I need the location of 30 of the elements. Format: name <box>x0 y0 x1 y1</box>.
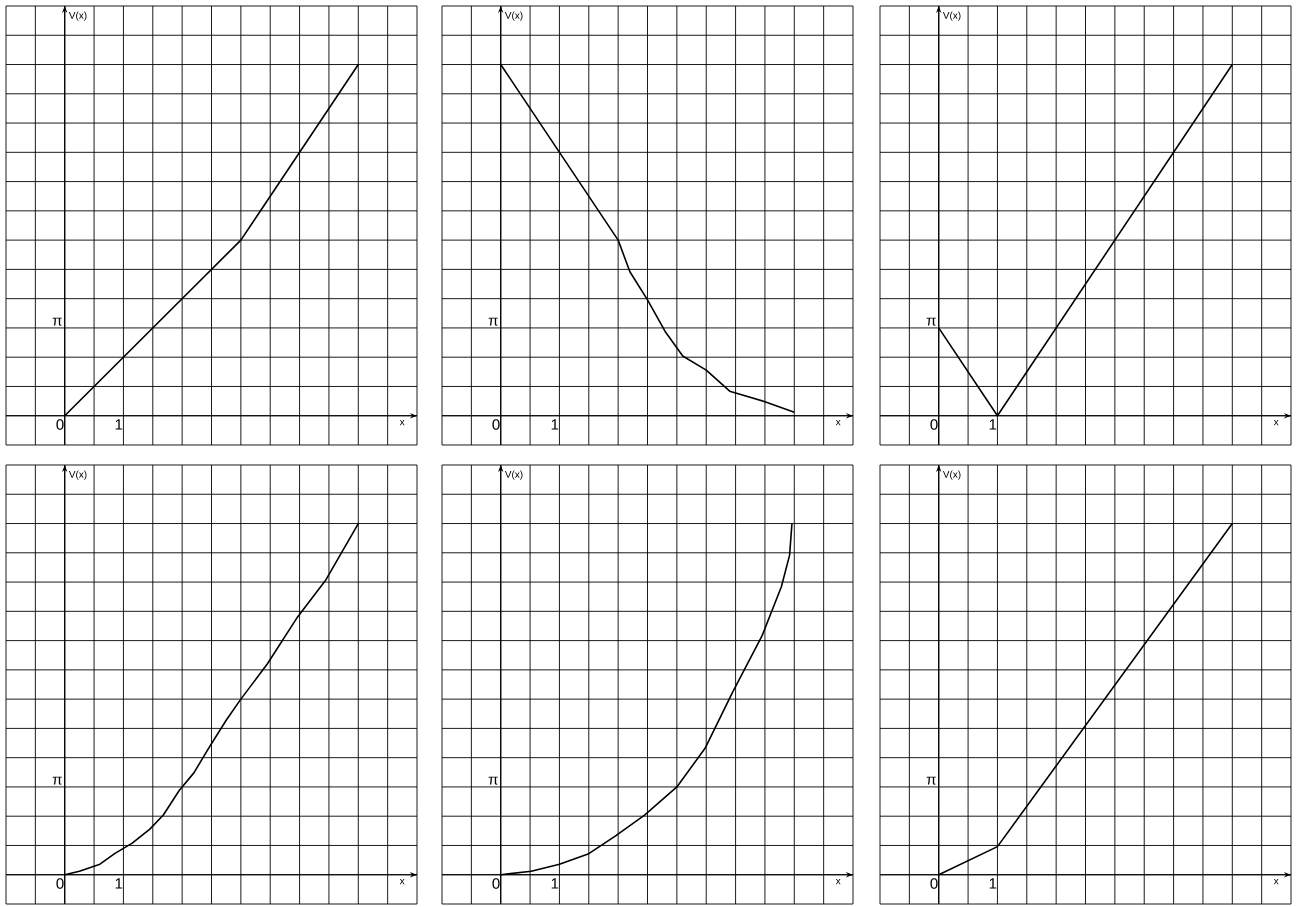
y-axis-title: V(x) <box>504 11 523 21</box>
y-axis-title: V(x) <box>504 470 523 480</box>
x-axis-title: x <box>399 878 405 885</box>
x-tick-label: 0 <box>930 878 938 889</box>
y-axis-title: V(x) <box>942 11 961 21</box>
x-axis-title: x <box>1273 878 1279 885</box>
y-axis-title: V(x) <box>68 470 87 480</box>
annotation: π <box>52 776 62 785</box>
annotation: π <box>926 317 936 326</box>
x-axis-title: x <box>835 878 841 885</box>
annotation: π <box>488 776 498 785</box>
x-tick-label: 1 <box>115 419 123 430</box>
x-tick-label: 0 <box>492 419 500 430</box>
x-axis-title: x <box>399 419 405 426</box>
x-tick-label: 0 <box>56 878 64 889</box>
x-axis-title: x <box>835 419 841 426</box>
y-axis-title: V(x) <box>68 11 87 21</box>
annotation: π <box>488 317 498 326</box>
x-axis-title: x <box>1273 419 1279 426</box>
annotation: π <box>926 776 936 785</box>
annotation: π <box>52 317 62 326</box>
x-tick-label: 0 <box>492 878 500 889</box>
x-tick-label: 1 <box>551 878 559 889</box>
x-tick-label: 1 <box>989 878 997 889</box>
x-tick-label: 0 <box>930 419 938 430</box>
y-axis-title: V(x) <box>942 470 961 480</box>
x-tick-label: 1 <box>989 419 997 430</box>
x-tick-label: 1 <box>115 878 123 889</box>
x-tick-label: 1 <box>551 419 559 430</box>
x-tick-label: 0 <box>56 419 64 430</box>
